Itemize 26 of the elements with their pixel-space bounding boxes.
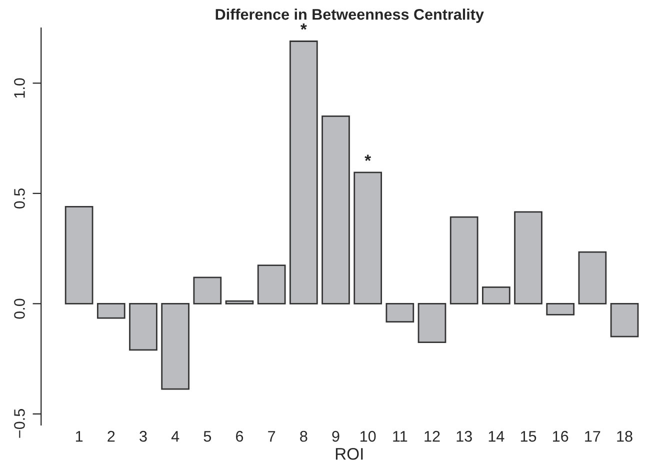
x-tick-label: 4 [171, 431, 180, 442]
x-tick-label: 8 [300, 430, 308, 442]
x-tick-label: 5 [204, 431, 212, 442]
x-axis-title: ROI [336, 448, 363, 460]
x-tick-label: 16 [553, 430, 568, 442]
annotation: * [300, 24, 307, 30]
x-tick-label: 10 [360, 430, 376, 442]
x-tick-label: 2 [108, 430, 115, 442]
annotation: * [364, 154, 372, 161]
y-tick-label: 0.5 [14, 188, 25, 209]
y-tick-label: 1.0 [14, 78, 25, 98]
x-tick-label: 6 [236, 430, 244, 442]
x-tick-label: 15 [520, 431, 536, 442]
x-tick-label: 12 [424, 430, 440, 442]
x-tick-label: 18 [617, 430, 632, 442]
y-tick-label: 0.0 [14, 298, 25, 319]
x-tick-label: 1 [76, 431, 83, 442]
x-tick-label: 3 [140, 430, 147, 442]
x-tick-label: 17 [585, 431, 600, 442]
y-tick-label: −0.5 [14, 409, 25, 438]
chart-title: Difference in Betweenness Centrality [216, 8, 484, 23]
x-tick-label: 14 [488, 431, 504, 442]
x-tick-label: 13 [456, 430, 472, 442]
x-tick-label: 11 [393, 431, 408, 442]
x-tick-label: 7 [268, 431, 276, 442]
x-tick-label: 9 [332, 430, 340, 442]
